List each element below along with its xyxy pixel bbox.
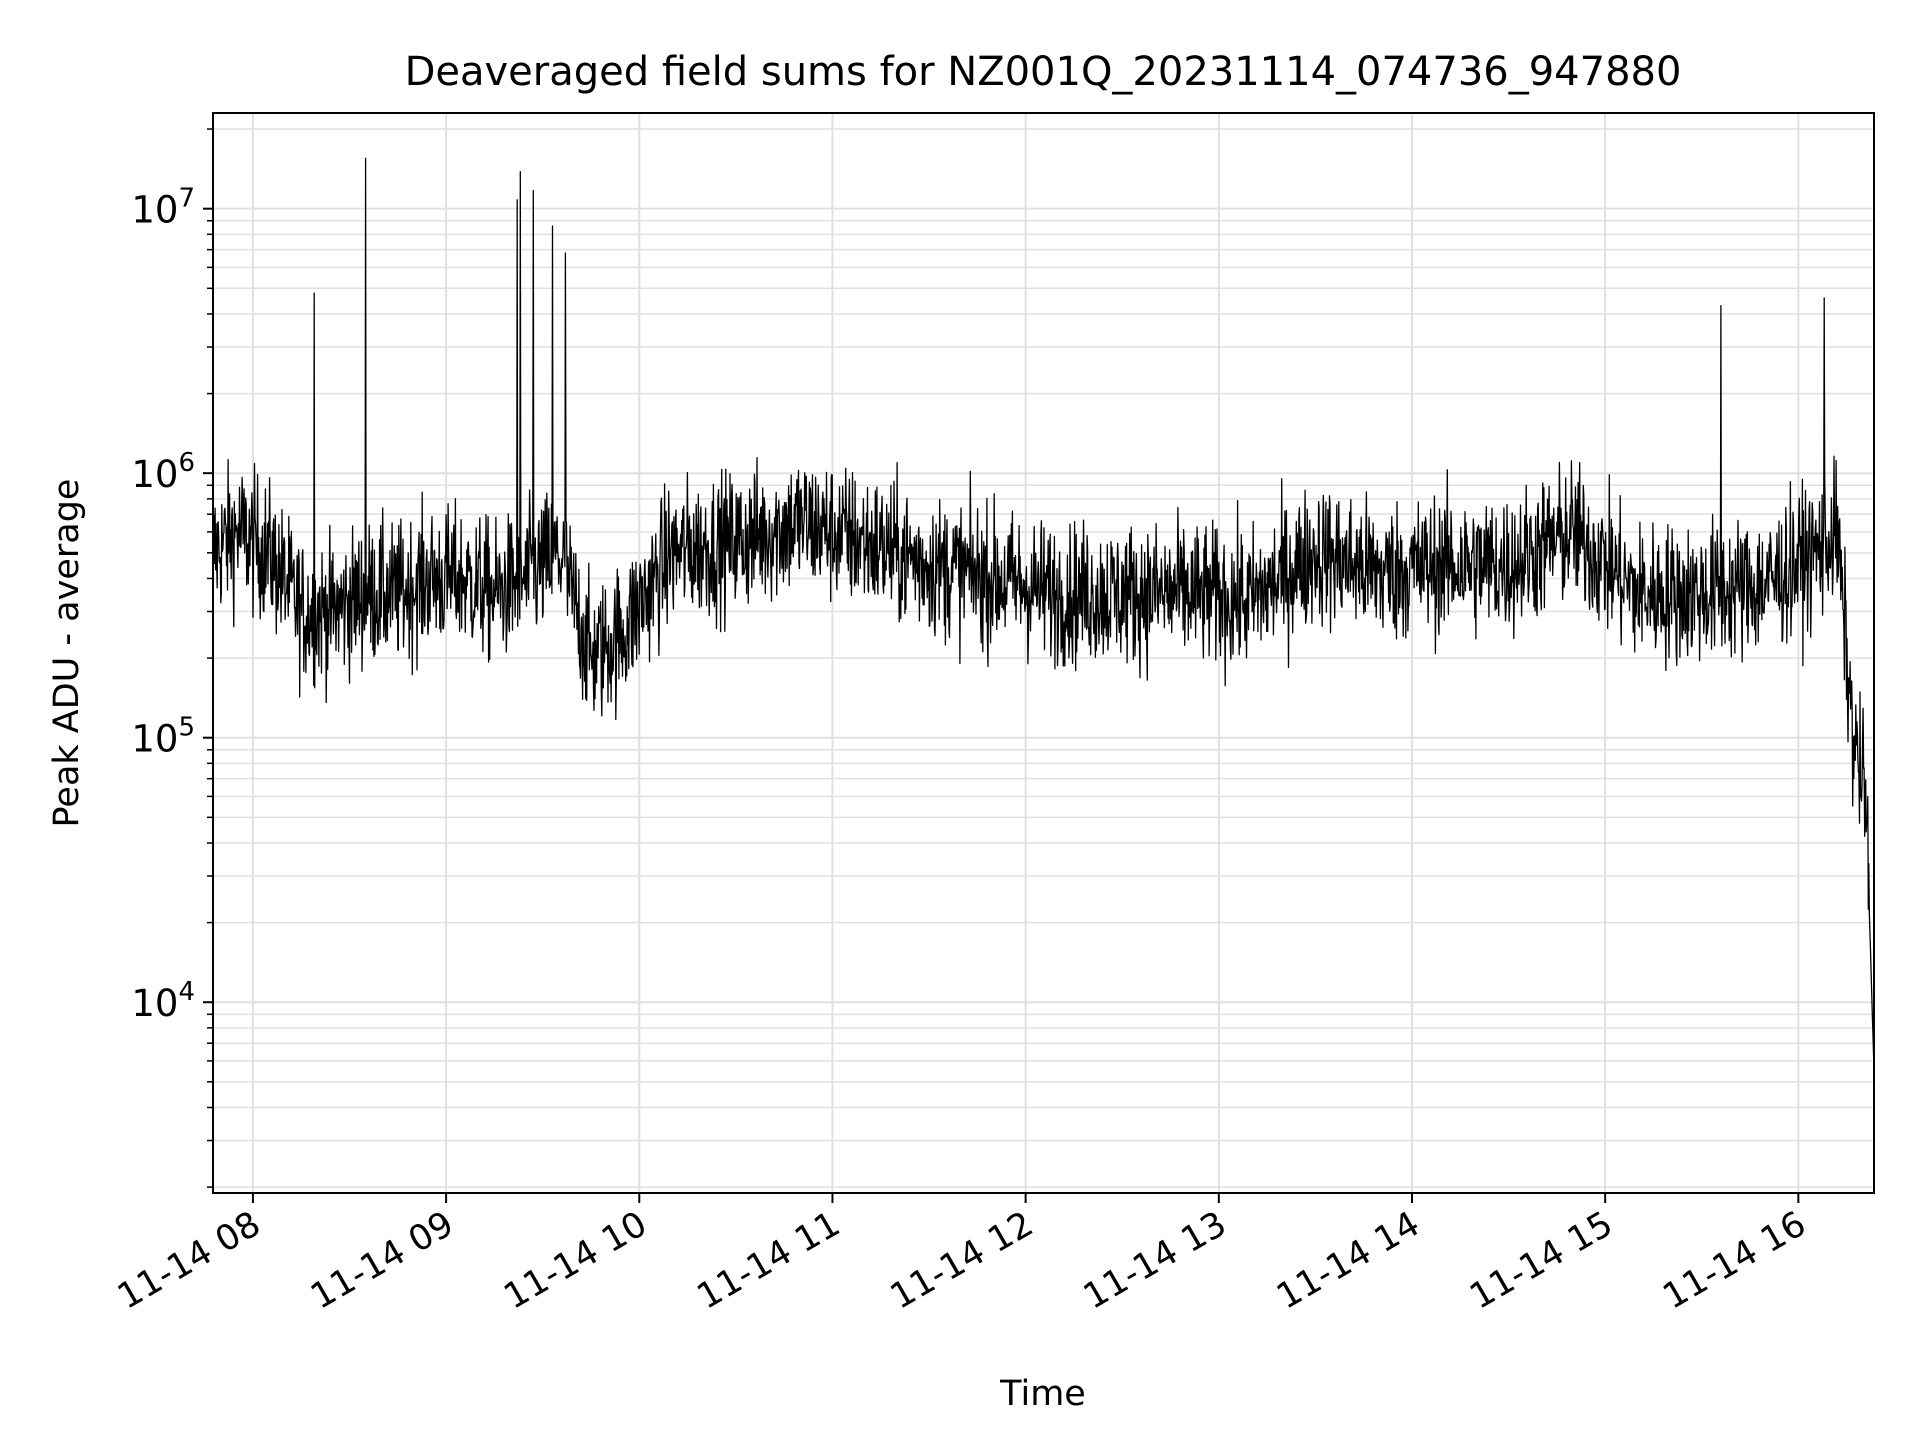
series-line [212,157,1875,1071]
y-axis-label: Peak ADU - average [47,479,87,828]
plot-frame [212,112,1875,1194]
y-axis: 104 105 106 107 [131,128,213,1188]
grid [213,113,1874,1193]
y-tick-label: 107 [131,184,195,232]
series-trace [212,157,1875,1071]
chart-title: Deaveraged field sums for NZ001Q_2023111… [405,49,1682,95]
y-tick-label: 104 [131,977,195,1025]
y-tick-label: 105 [131,713,195,761]
x-axis-label: Time [999,1374,1086,1414]
y-tick-label: 106 [131,448,195,496]
